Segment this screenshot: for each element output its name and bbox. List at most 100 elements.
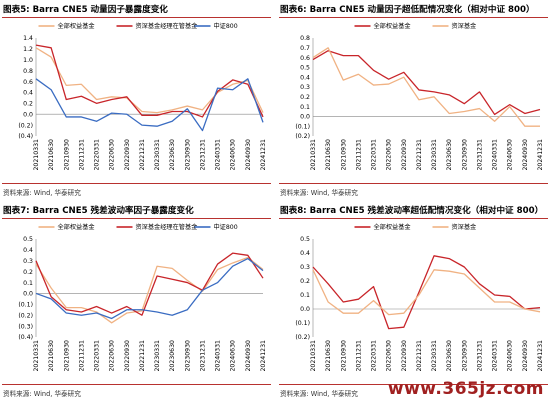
series-line — [35, 257, 264, 320]
x-tick-label: 20240331 — [492, 340, 499, 372]
y-tick-label: 0.8 — [300, 35, 310, 42]
y-tick-label: (0.1) — [295, 123, 310, 130]
x-tick-label: 20221231 — [416, 139, 423, 171]
x-tick-label: 20231231 — [199, 340, 206, 372]
y-tick-label: (0.2) — [18, 122, 33, 129]
source-rule — [279, 384, 548, 385]
x-tick-label: 20220331 — [371, 340, 378, 372]
series-line — [35, 47, 264, 114]
title-rule — [279, 218, 548, 219]
source-note: 资料来源: Wind, 华泰研究 — [280, 189, 358, 197]
x-tick-label: 20240930 — [245, 139, 252, 171]
x-tick-label: 20241231 — [537, 139, 544, 171]
legend-label: 资深基金 — [452, 22, 478, 30]
y-tick-label: 0.7 — [300, 45, 310, 52]
x-tick-label: 20240331 — [215, 139, 222, 171]
x-tick-label: 20241231 — [537, 340, 544, 372]
y-tick-label: 0.4 — [23, 247, 33, 254]
y-tick-label: (0.2) — [18, 312, 33, 319]
chart-svg-8: 全部权益基金 资深基金 (0.2) (0.1) 0.0 0.1 0.2 0.3 0.4 0.5 20… — [295, 223, 544, 372]
x-tick-label: 20211231 — [355, 340, 362, 372]
series-line — [312, 269, 541, 316]
source-note: 资料来源: Wind, 华泰研究 — [3, 189, 81, 197]
x-tick-label: 20210930 — [63, 340, 70, 372]
x-tick-label: 20210930 — [340, 139, 347, 171]
y-tick-label: 0.5 — [300, 236, 310, 243]
x-tick-label: 20230331 — [154, 139, 161, 171]
chart-panel-5: 图表5: Barra CNE5 动量因子暴露度变化 全部权益基金 资深基金经理在管… — [0, 0, 273, 201]
x-tick-label: 20220930 — [401, 340, 408, 372]
y-tick-label: (0.2) — [295, 334, 310, 341]
series-line — [312, 47, 540, 127]
x-tick-label: 20220930 — [124, 139, 131, 171]
chart-title: 图表7: Barra CNE5 残差波动率因子暴露度变化 — [3, 206, 194, 216]
x-tick-label: 20220331 — [94, 139, 101, 171]
x-tick-label: 20230331 — [431, 340, 438, 372]
y-tick-label: (0.1) — [18, 302, 33, 309]
x-tick-label: 20220331 — [371, 139, 378, 171]
y-tick-label: 0.0 — [23, 291, 33, 298]
y-tick-label: 0.4 — [300, 250, 310, 257]
y-tick-label: 0.2 — [23, 101, 33, 108]
x-tick-label: 20210630 — [48, 139, 55, 171]
y-tick-label: 0.0 — [300, 114, 310, 121]
x-tick-label: 20230930 — [184, 340, 191, 372]
legend-label: 全部权益基金 — [374, 223, 412, 231]
x-tick-label: 20230630 — [446, 139, 453, 171]
source-note: 资料来源: Wind, 华泰研究 — [3, 390, 81, 398]
x-tick-label: 20220630 — [386, 340, 393, 372]
y-tick-label: 1.4 — [23, 35, 33, 42]
x-tick-label: 20240630 — [230, 139, 237, 171]
x-tick-label: 20210331 — [310, 340, 317, 372]
x-tick-label: 20221231 — [139, 340, 146, 372]
source-rule — [2, 183, 271, 184]
legend-label: 全部权益基金 — [374, 22, 412, 30]
y-tick-label: 0.1 — [300, 292, 310, 299]
chart-svg-5: 全部权益基金 资深基金经理在管基金 中证800 (0.4) (0.2) 0.0 0.2 0.4… — [18, 22, 267, 171]
series-line — [35, 252, 264, 316]
x-tick-label: 20210331 — [33, 139, 40, 171]
y-tick-label: 0.8 — [23, 68, 33, 75]
x-tick-label: 20210331 — [310, 139, 317, 171]
x-tick-label: 20211231 — [78, 340, 85, 372]
y-tick-label: (0.3) — [18, 323, 33, 330]
x-tick-label: 20210630 — [48, 340, 55, 372]
chart-svg-6: 全部权益基金 资深基金 (0.2) (0.1) 0.0 0.1 0.2 0.3 0.4 0.5 0.… — [295, 22, 544, 171]
y-tick-label: 0.4 — [23, 90, 33, 97]
x-tick-label: 20230930 — [184, 139, 191, 171]
x-tick-label: 20230630 — [446, 340, 453, 372]
y-tick-label: 0.3 — [23, 258, 33, 265]
x-tick-label: 20220930 — [124, 340, 131, 372]
series-line — [312, 255, 541, 330]
x-tick-label: 20240930 — [245, 340, 252, 372]
x-tick-label: 20240930 — [522, 340, 529, 372]
x-tick-label: 20211231 — [355, 139, 362, 171]
source-rule — [2, 384, 271, 385]
title-rule — [2, 218, 271, 219]
series-line — [35, 78, 264, 132]
y-tick-label: (0.1) — [295, 320, 310, 327]
y-tick-label: 0.5 — [300, 65, 310, 72]
x-tick-label: 20210930 — [340, 340, 347, 372]
x-tick-label: 20230930 — [461, 340, 468, 372]
source-rule — [279, 183, 548, 184]
series-line — [35, 256, 264, 324]
x-tick-label: 20210930 — [63, 139, 70, 171]
x-tick-label: 20220331 — [94, 340, 101, 372]
y-tick-label: 0.2 — [300, 278, 310, 285]
x-tick-label: 20220630 — [109, 340, 116, 372]
x-tick-label: 20241231 — [260, 340, 267, 372]
y-tick-label: 0.2 — [23, 269, 33, 276]
y-tick-label: 0.6 — [23, 79, 33, 86]
x-tick-label: 20231231 — [476, 340, 483, 372]
x-tick-label: 20240630 — [230, 340, 237, 372]
y-tick-label: 0.6 — [300, 55, 310, 62]
source-note: 资料来源: Wind, 华泰研究 — [280, 390, 358, 398]
x-tick-label: 20240930 — [522, 139, 529, 171]
chart-panel-7: 图表7: Barra CNE5 残差波动率因子暴露度变化 全部权益基金 资深基金经… — [0, 201, 273, 402]
x-tick-label: 20231231 — [476, 139, 483, 171]
series-line — [35, 44, 264, 118]
legend-label: 资深基金经理在管基金 — [136, 22, 199, 30]
y-tick-label: 1.0 — [23, 57, 33, 64]
x-tick-label: 20220630 — [109, 139, 116, 171]
